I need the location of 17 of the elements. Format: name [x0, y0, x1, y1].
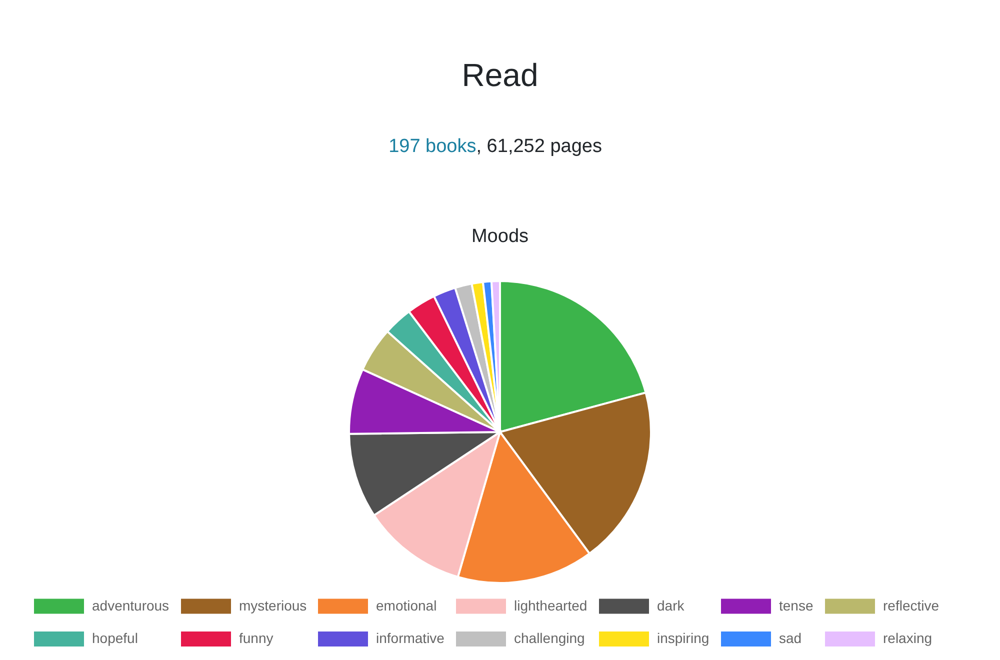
chart-subtitle: 197 books, 61,252 pages	[388, 136, 602, 157]
legend-label: funny	[239, 630, 274, 646]
legend-label: challenging	[514, 630, 585, 646]
legend-label: reflective	[883, 597, 940, 614]
legend-label: lighthearted	[514, 597, 588, 614]
legend-label: mysterious	[239, 597, 307, 614]
legend-label: sad	[779, 630, 802, 646]
legend-label: adventurous	[92, 597, 170, 614]
legend-label: emotional	[376, 597, 437, 614]
legend-label: inspiring	[657, 630, 710, 646]
text: Moods	[471, 226, 529, 247]
legend-label: relaxing	[883, 630, 932, 646]
chart-title: Read	[462, 57, 538, 93]
legend-label: hopeful	[92, 630, 138, 646]
legend-label: tense	[779, 597, 814, 614]
legend-label: dark	[657, 597, 686, 614]
legend-label: informative	[376, 630, 445, 646]
